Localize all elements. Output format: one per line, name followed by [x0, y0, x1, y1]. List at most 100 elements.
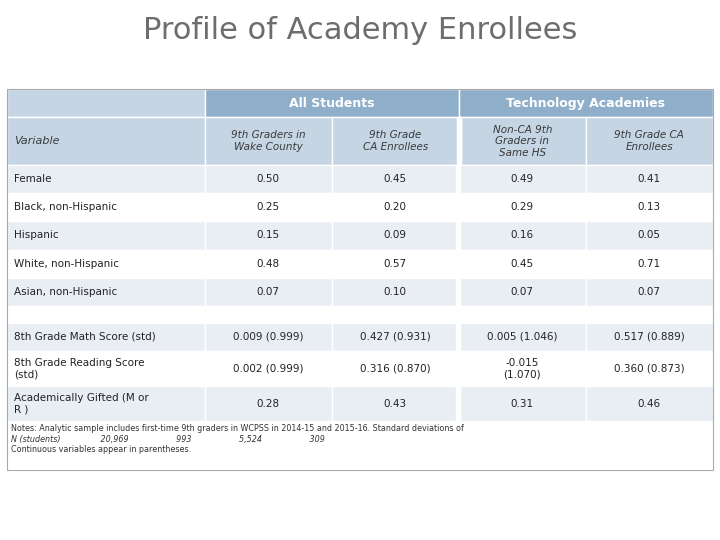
Bar: [459, 278, 586, 306]
Bar: [586, 386, 713, 421]
Text: All Students: All Students: [289, 97, 374, 110]
Text: 0.20: 0.20: [384, 202, 407, 212]
Bar: [586, 221, 713, 249]
Text: Non-CA 9th
Graders in
Same HS: Non-CA 9th Graders in Same HS: [492, 125, 552, 158]
Bar: [332, 386, 459, 421]
Text: 0.46: 0.46: [638, 399, 661, 409]
Text: Female: Female: [14, 174, 52, 184]
Bar: [459, 306, 586, 322]
Text: 0.48: 0.48: [257, 259, 280, 268]
Text: 0.05: 0.05: [638, 231, 661, 240]
Bar: [456, 322, 459, 350]
Bar: [456, 306, 459, 322]
Bar: [332, 165, 459, 193]
Bar: [332, 278, 459, 306]
Text: Notes: Analytic sample includes first-time 9th graders in WCPSS in 2014-15 and 2: Notes: Analytic sample includes first-ti…: [11, 424, 464, 433]
Bar: [586, 322, 713, 350]
Bar: [7, 165, 204, 193]
Bar: [7, 322, 204, 350]
Bar: [204, 221, 332, 249]
Text: 0.005 (1.046): 0.005 (1.046): [487, 332, 557, 342]
Text: 0.07: 0.07: [510, 287, 534, 297]
Bar: [204, 249, 332, 278]
Bar: [459, 249, 586, 278]
Text: 0.09: 0.09: [384, 231, 407, 240]
Bar: [459, 386, 586, 421]
Text: 0.16: 0.16: [510, 231, 534, 240]
Text: 0.41: 0.41: [638, 174, 661, 184]
Bar: [456, 386, 459, 421]
Bar: [586, 249, 713, 278]
Bar: [332, 193, 459, 221]
Bar: [7, 350, 204, 386]
Bar: [459, 165, 586, 193]
Text: Academically Gifted (M or
R ): Academically Gifted (M or R ): [14, 393, 149, 414]
Bar: [204, 165, 332, 193]
Text: 9th Graders in
Wake County: 9th Graders in Wake County: [231, 130, 305, 152]
Bar: [204, 278, 332, 306]
Bar: [332, 221, 459, 249]
Bar: [204, 193, 332, 221]
Bar: [332, 322, 459, 350]
Bar: [7, 306, 204, 322]
Text: 0.517 (0.889): 0.517 (0.889): [614, 332, 685, 342]
Text: Asian, non-Hispanic: Asian, non-Hispanic: [14, 287, 117, 297]
Text: 0.45: 0.45: [510, 259, 534, 268]
Text: 0.009 (0.999): 0.009 (0.999): [233, 332, 304, 342]
Bar: [586, 278, 713, 306]
Bar: [456, 165, 459, 193]
Text: 0.427 (0.931): 0.427 (0.931): [360, 332, 431, 342]
Text: 0.07: 0.07: [638, 287, 661, 297]
Text: -0.015
(1.070): -0.015 (1.070): [503, 357, 541, 379]
Bar: [459, 350, 586, 386]
Bar: [7, 89, 204, 117]
Bar: [456, 193, 459, 221]
Text: Variable: Variable: [14, 136, 60, 146]
Bar: [456, 221, 459, 249]
Bar: [332, 350, 459, 386]
Text: 0.31: 0.31: [510, 399, 534, 409]
Text: 0.002 (0.999): 0.002 (0.999): [233, 363, 304, 373]
Bar: [459, 221, 586, 249]
Bar: [7, 386, 204, 421]
Bar: [586, 165, 713, 193]
Bar: [7, 278, 204, 306]
Bar: [7, 221, 204, 249]
Bar: [332, 249, 459, 278]
Bar: [456, 117, 461, 165]
Text: 9th Grade CA
Enrollees: 9th Grade CA Enrollees: [614, 130, 684, 152]
Text: N (students)                20,969                   993                   5,524: N (students) 20,969 993 5,524: [11, 435, 325, 444]
Bar: [204, 89, 459, 117]
Bar: [204, 350, 332, 386]
Text: 9th Grade
CA Enrollees: 9th Grade CA Enrollees: [363, 130, 428, 152]
Text: 0.49: 0.49: [510, 174, 534, 184]
Text: Hispanic: Hispanic: [14, 231, 59, 240]
Text: 0.13: 0.13: [638, 202, 661, 212]
Bar: [332, 117, 459, 165]
Text: 0.360 (0.873): 0.360 (0.873): [614, 363, 685, 373]
Bar: [459, 89, 713, 117]
Bar: [459, 322, 586, 350]
Bar: [459, 117, 461, 165]
Text: Continuous variables appear in parentheses.: Continuous variables appear in parenthes…: [11, 446, 191, 455]
Bar: [456, 249, 459, 278]
Bar: [204, 322, 332, 350]
Bar: [7, 249, 204, 278]
Text: 0.71: 0.71: [638, 259, 661, 268]
Bar: [586, 117, 713, 165]
Text: 0.29: 0.29: [510, 202, 534, 212]
Text: 0.25: 0.25: [257, 202, 280, 212]
Bar: [586, 350, 713, 386]
Bar: [459, 193, 586, 221]
Text: 0.316 (0.870): 0.316 (0.870): [360, 363, 431, 373]
Text: 0.43: 0.43: [384, 399, 407, 409]
Text: 0.28: 0.28: [257, 399, 280, 409]
Text: 8th Grade Math Score (std): 8th Grade Math Score (std): [14, 332, 156, 342]
Text: 8th Grade Reading Score
(std): 8th Grade Reading Score (std): [14, 357, 145, 379]
Text: Profile of Academy Enrollees: Profile of Academy Enrollees: [143, 16, 577, 45]
Text: 0.07: 0.07: [257, 287, 280, 297]
Bar: [459, 117, 586, 165]
Bar: [204, 117, 332, 165]
Text: 0.15: 0.15: [257, 231, 280, 240]
Bar: [7, 89, 713, 470]
